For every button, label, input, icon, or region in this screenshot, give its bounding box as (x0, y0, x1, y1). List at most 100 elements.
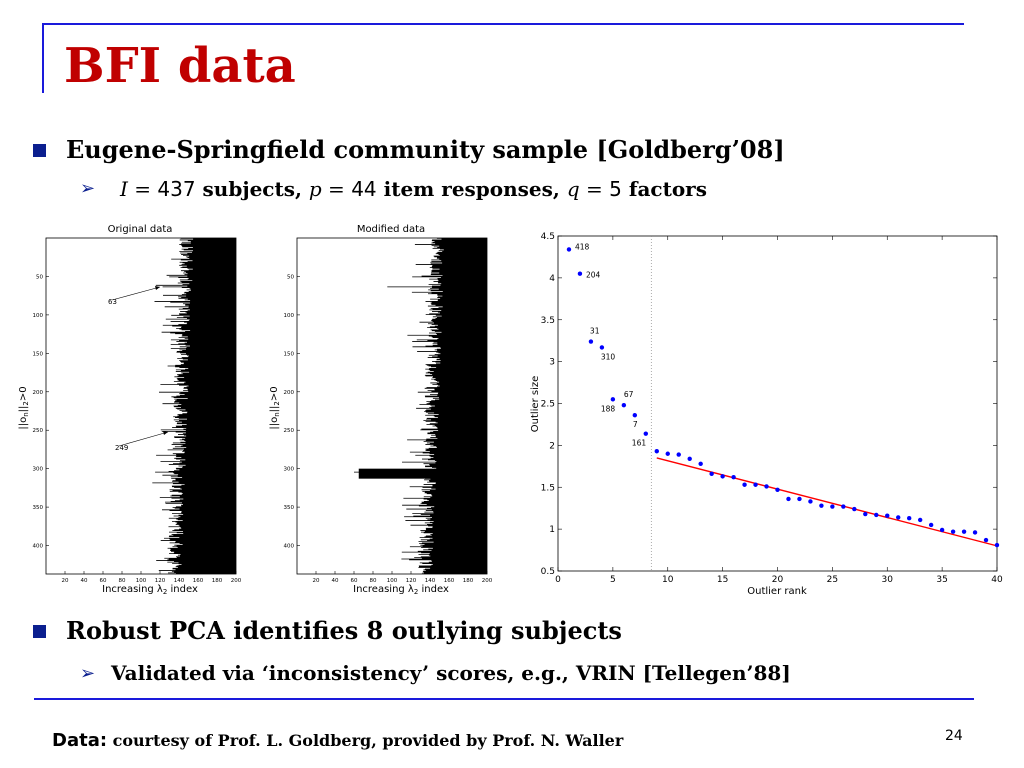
x-tick-label: 80 (119, 578, 126, 584)
data-point (939, 527, 945, 533)
x-tick-label: 60 (351, 578, 358, 584)
y-tick-label: 250 (33, 428, 44, 434)
x-tick-label: 20 (313, 578, 320, 584)
heatmap-black-region (354, 238, 487, 575)
data-point (852, 506, 857, 512)
arrowhead-bullet-icon: ➢ (80, 178, 96, 199)
bullet-2-text: Robust PCA identifies 8 outlying subject… (66, 616, 622, 645)
x-tick-label: 40 (332, 578, 339, 584)
data-point (588, 339, 594, 344)
data-point (720, 474, 725, 479)
data-point (786, 496, 791, 502)
annotation-arrow (111, 286, 161, 301)
x-tick-label: 100 (136, 578, 147, 584)
square-bullet-icon (33, 144, 46, 157)
point-label: 310 (601, 352, 616, 361)
y-tick-label: 2 (549, 441, 555, 451)
bullet-1-text: Eugene-Springfield community sample [Gol… (66, 135, 785, 164)
footer-rule (34, 698, 974, 700)
data-point (698, 461, 703, 466)
page-number: 24 (945, 728, 963, 744)
x-tick-label: 20 (62, 578, 69, 584)
x-tick-label: 100 (387, 578, 398, 584)
data-point (808, 499, 813, 504)
x-tick-label: 40 (81, 578, 88, 584)
y-tick-label: 300 (284, 467, 295, 473)
chart1-xlabel: Increasing λ2 index (102, 584, 198, 596)
data-point (917, 517, 923, 523)
value-i: 437 (157, 177, 196, 201)
y-tick-label: 200 (284, 390, 295, 396)
data-point (676, 452, 681, 457)
data-point (863, 511, 868, 517)
point-label: 204 (586, 271, 601, 280)
y-tick-label: 4.5 (541, 232, 555, 242)
data-point (907, 516, 912, 521)
chart1-ylabel: ||on||2>0 (18, 386, 30, 429)
data-point (874, 512, 879, 518)
text-factors: factors (621, 177, 707, 201)
footer-credit: Data: courtesy of Prof. L. Goldberg, pro… (52, 730, 623, 751)
y-tick-label: 2.5 (541, 400, 555, 410)
data-point (830, 504, 835, 509)
annotation-label: 418 (206, 534, 219, 542)
eq-sign-3: = (579, 177, 610, 201)
x-tick-label: 180 (212, 578, 223, 584)
data-point (610, 397, 616, 402)
var-p: p (308, 177, 322, 201)
chart3-xlabel: Outlier rank (747, 586, 807, 597)
x-tick-label: 35 (936, 575, 947, 585)
x-tick-label: 180 (463, 578, 474, 584)
x-tick-label: 80 (370, 578, 377, 584)
y-tick-label: 250 (284, 428, 295, 434)
outlier-size-scatter: 0 5 10 15 20 25 30 35 40 0.5 1 1.5 2 2.5 3 3.5 4 4.5 418 2… (530, 232, 1003, 597)
bullet-2-sub-text: Validated via ‘inconsistency’ scores, e.… (111, 661, 791, 685)
data-point (928, 522, 934, 528)
modified-data-heatmap: Modified data 20 40 60 80 100 120 140 160 180 200… (269, 224, 493, 596)
chart2-xlabel: Increasing λ2 index (353, 584, 449, 596)
x-tick-label: 140 (174, 578, 185, 584)
data-point (775, 487, 780, 492)
x-tick-label: 30 (882, 575, 894, 585)
y-tick-label: 3 (549, 358, 555, 368)
y-tick-label: 1.5 (541, 483, 555, 493)
annotation-label: 63 (108, 298, 117, 306)
data-point (994, 542, 1000, 548)
square-bullet-icon-2 (33, 625, 46, 638)
data-point (983, 537, 989, 543)
x-tick-label: 160 (444, 578, 455, 584)
annotation-arrowhead (198, 557, 203, 561)
y-tick-label: 350 (284, 505, 295, 511)
chart1-title: Original data (108, 224, 173, 235)
x-tick-label: 15 (717, 575, 728, 585)
data-point (687, 456, 692, 461)
x-tick-label: 25 (827, 575, 838, 585)
data-point (742, 482, 747, 487)
data-point (632, 413, 638, 418)
y-tick-label: 350 (33, 505, 44, 511)
annotation-arrow (118, 431, 169, 447)
y-tick-label: 4 (549, 274, 555, 284)
data-point (885, 513, 890, 518)
point-label: 188 (601, 404, 616, 413)
data-point (950, 529, 956, 534)
x-tick-label: 60 (100, 578, 107, 584)
data-point (577, 271, 583, 276)
data-point (961, 529, 967, 534)
slide-title: BFI data (64, 38, 296, 94)
fit-line (656, 457, 998, 547)
data-point (819, 503, 824, 508)
point-label: 67 (624, 390, 634, 399)
arrowhead-bullet-icon-2: ➢ (80, 663, 96, 684)
title-rule-top (42, 23, 964, 25)
point-label: 7 (633, 420, 638, 429)
eq-sign-1: = (127, 177, 158, 201)
y-tick-label: 400 (284, 544, 295, 550)
chart3-ylabel: Outlier size (530, 376, 541, 433)
y-tick-label: 50 (36, 274, 43, 280)
annotation-label: 249 (115, 444, 128, 452)
original-data-heatmap: Original data 20 40 60 80 100 120 140 160 180 200… (18, 224, 242, 596)
point-label: 31 (590, 327, 600, 336)
data-point (566, 247, 572, 252)
chart2-ylabel: ||on||2>0 (269, 386, 281, 429)
